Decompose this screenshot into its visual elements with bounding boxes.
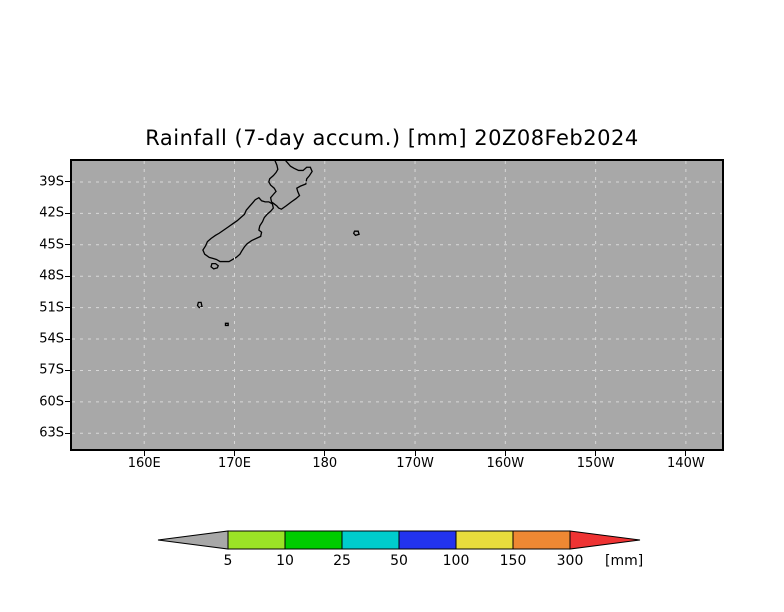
x-tick-label-160W: 160W [486, 456, 525, 471]
map-plot-area [70, 159, 724, 451]
x-tick-mark [685, 451, 687, 456]
rainfall-raster [72, 161, 722, 449]
colorbar-unit-label: [mm] [605, 553, 644, 569]
y-tick-mark [65, 181, 70, 183]
x-tick-mark [504, 451, 506, 456]
y-tick-mark [65, 432, 70, 434]
x-tick-mark [234, 451, 235, 456]
coastline-chatham-islands [352, 230, 360, 237]
y-tick-mark [65, 369, 70, 371]
y-tick-label-48S: 48S [39, 268, 64, 284]
x-tick-label-150W: 150W [576, 456, 615, 471]
colorbar-segment-10-25mm [284, 530, 343, 550]
coastline-north-island [268, 161, 313, 210]
y-tick-label-51S: 51S [39, 300, 64, 316]
x-tick-mark [414, 451, 416, 456]
gridline-overlay [72, 161, 722, 449]
colorbar-extend-low [157, 530, 229, 550]
y-tick-label-57S: 57S [39, 362, 64, 378]
colorbar-segment-5-10mm [227, 530, 286, 550]
coastline-overlay [196, 161, 360, 327]
y-tick-label-42S: 42S [39, 205, 64, 221]
y-tick-mark [65, 307, 70, 309]
x-tick-label-170W: 170W [396, 456, 434, 471]
y-tick-mark [65, 212, 70, 214]
x-tick-label-170E: 170E [217, 456, 252, 471]
coastline-campbell-island [224, 322, 229, 327]
x-tick-label-180: 180 [312, 456, 338, 471]
page-title: Rainfall (7-day accum.) [mm] 20Z08Feb202… [145, 126, 639, 150]
y-tick-mark [65, 275, 70, 277]
x-tick-mark [324, 451, 326, 456]
y-tick-label-60S: 60S [39, 394, 64, 410]
x-tick-label-160E: 160E [127, 456, 161, 471]
colorbar-tick-label-50: 50 [390, 553, 408, 569]
coastline-stewart-island [210, 262, 220, 270]
y-tick-mark [65, 338, 70, 340]
colorbar-tick-label-10: 10 [276, 553, 294, 569]
colorbar: [mm] 5 10 25 50 100 150 300 [150, 528, 670, 574]
y-tick-label-54S: 54S [39, 331, 64, 347]
colorbar-tick-label-100: 100 [442, 553, 470, 569]
x-tick-mark [595, 451, 597, 456]
coastline-south-island [202, 196, 275, 263]
colorbar-tick-label-300: 300 [556, 553, 584, 569]
colorbar-segment-150-300mm [512, 530, 571, 550]
y-tick-label-45S: 45S [39, 237, 64, 253]
x-tick-label-140W: 140W [667, 456, 705, 471]
y-tick-mark [65, 401, 70, 403]
colorbar-extend-high [569, 530, 641, 550]
colorbar-swatches [157, 530, 641, 550]
colorbar-tick-label-5: 5 [223, 553, 233, 569]
colorbar-tick-label-25: 25 [333, 553, 351, 569]
colorbar-segment-25-50mm [341, 530, 400, 550]
x-tick-mark [143, 451, 145, 456]
y-tick-label-63S: 63S [39, 425, 64, 441]
y-tick-mark [65, 244, 70, 246]
y-tick-label-39S: 39S [39, 174, 64, 190]
colorbar-segment-100-150mm [455, 530, 514, 550]
colorbar-tick-label-150: 150 [499, 553, 527, 569]
coastline-auckland-islands [196, 301, 203, 309]
colorbar-segment-50-100mm [398, 530, 457, 550]
